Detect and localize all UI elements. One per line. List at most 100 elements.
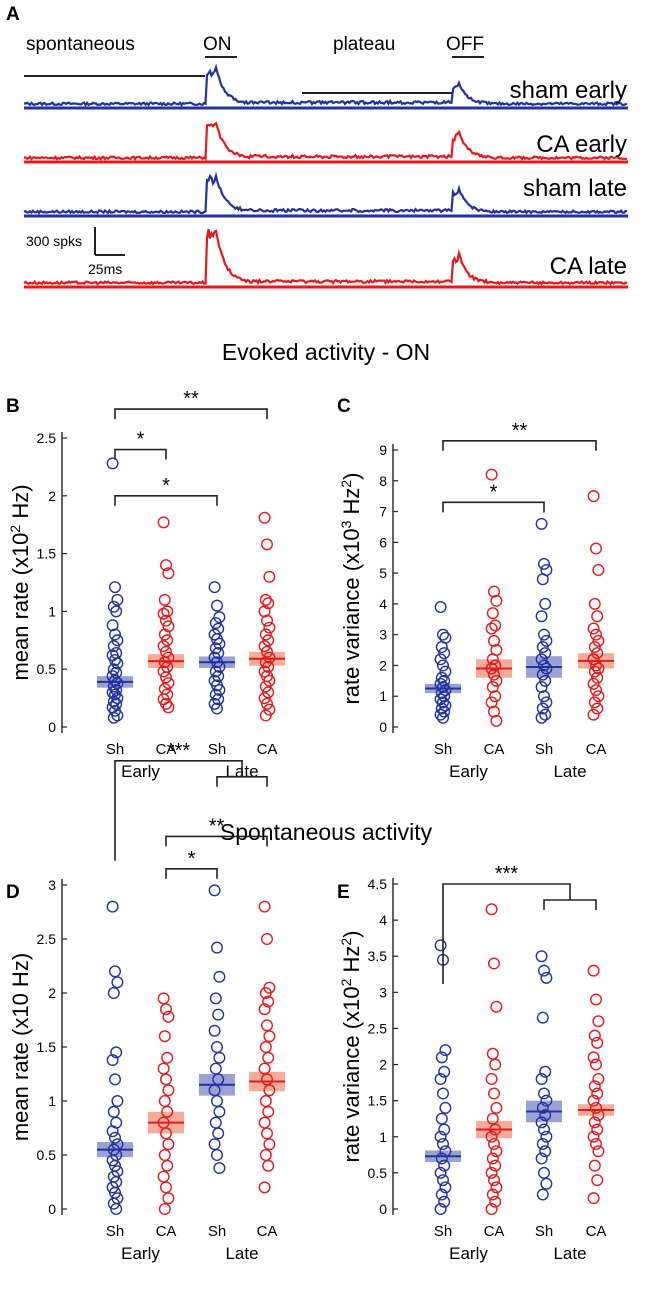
data-point <box>110 605 123 618</box>
panel-d: D 0 0.5 1 1.5 2 2.5 3 mean rate (x10 Hz) Sh CA Sh CA… <box>6 740 285 1263</box>
data-point <box>111 1094 124 1107</box>
sig-label: ** <box>183 388 199 410</box>
data-point <box>258 1116 271 1129</box>
data-point <box>591 671 604 684</box>
y-tick-label: 1 <box>379 688 387 704</box>
data-point <box>587 677 600 690</box>
data-point <box>486 1047 499 1060</box>
data-point <box>592 1072 605 1085</box>
data-point <box>106 1053 119 1066</box>
data-point <box>438 1195 451 1208</box>
data-point <box>437 696 450 709</box>
data-point <box>490 1181 503 1194</box>
data-point <box>592 1015 605 1028</box>
data-point <box>111 677 124 690</box>
section-title-spontaneous: Spontaneous activity <box>220 819 433 845</box>
data-point <box>588 696 601 709</box>
x-group-label: Early <box>121 1244 160 1263</box>
sig-label: * <box>490 481 498 503</box>
y-tick-label: 4.5 <box>368 876 388 892</box>
data-point <box>210 702 223 715</box>
data-point <box>486 653 499 666</box>
sig-label: * <box>162 475 170 497</box>
data-point <box>540 1094 553 1107</box>
trace-label: sham late <box>523 175 627 202</box>
data-point <box>540 1130 553 1143</box>
data-point <box>539 1145 552 1158</box>
data-point <box>489 659 502 672</box>
label-plateau: plateau <box>333 34 395 55</box>
data-point <box>439 1145 452 1158</box>
y-axis-label: mean rate (x102 Hz) <box>7 484 33 680</box>
data-point <box>259 709 272 722</box>
data-point <box>209 1062 222 1075</box>
data-point <box>438 1123 451 1136</box>
data-point <box>209 992 222 1005</box>
data-point <box>261 538 274 551</box>
data-point <box>108 628 121 641</box>
data-point <box>107 987 120 1000</box>
data-point <box>106 900 119 913</box>
data-point <box>540 634 553 647</box>
x-group-label: Late <box>553 1244 586 1263</box>
data-point <box>107 640 120 653</box>
y-tick-label: 6 <box>379 534 387 550</box>
data-point <box>591 702 604 715</box>
data-point <box>539 708 552 721</box>
sig-label: *** <box>167 740 191 762</box>
data-point <box>538 1123 551 1136</box>
data-point <box>107 1105 120 1118</box>
data-point <box>535 517 548 530</box>
data-point <box>210 1040 223 1053</box>
sig-label: * <box>137 429 145 451</box>
data-point <box>540 971 553 984</box>
y-tick-label: 5 <box>379 565 387 581</box>
data-point <box>107 711 120 724</box>
y-tick-label: 2 <box>48 488 56 504</box>
data-point <box>263 1030 276 1043</box>
data-point <box>587 1192 600 1205</box>
x-category-label: Sh <box>208 741 226 758</box>
data-point <box>485 696 498 709</box>
x-category-label: Sh <box>535 1223 553 1240</box>
y-axis-label: mean rate (x10 Hz) <box>8 953 33 1141</box>
data-point <box>590 1137 603 1150</box>
data-point <box>488 1087 501 1100</box>
scale-label-time: 25ms <box>88 261 122 277</box>
sig-bracket <box>442 883 571 984</box>
sig-bracket <box>442 439 597 451</box>
data-point <box>263 1138 276 1151</box>
data-point <box>485 468 498 481</box>
sig-label: * <box>188 848 196 870</box>
data-point <box>538 964 551 977</box>
data-point <box>258 900 271 913</box>
data-point <box>539 1109 552 1122</box>
data-point <box>485 1072 498 1085</box>
data-point <box>111 657 124 670</box>
data-point <box>535 680 548 693</box>
x-category-label: CA <box>484 741 505 758</box>
trace-ca-late <box>23 229 628 286</box>
panel-b: B 0 0.5 1 1.5 2 2.5 mean rate (x102 Hz) Sh CA Sh CA… <box>6 388 285 781</box>
y-tick-label: 1.5 <box>37 1039 57 1055</box>
data-point <box>486 1188 499 1201</box>
data-point <box>536 573 549 586</box>
data-point <box>591 1123 604 1136</box>
x-group-label: Early <box>449 762 488 781</box>
data-point <box>159 559 172 572</box>
data-point <box>490 674 503 687</box>
panel-e: E 0 0.5 1 1.5 2 2.5 3 3.5 4 4.5 rate variance (x102… <box>337 863 614 1263</box>
y-tick-label: 1 <box>48 1093 56 1109</box>
data-point <box>439 1044 452 1057</box>
trace-ca-early <box>23 121 628 162</box>
data-point <box>435 1051 448 1064</box>
data-point <box>587 964 600 977</box>
trace-label: CA late <box>550 253 627 280</box>
data-point <box>538 628 551 641</box>
data-point <box>587 1130 600 1143</box>
data-point <box>535 1072 548 1085</box>
data-point <box>489 1195 502 1208</box>
panel-c: C 0 1 2 3 4 5 6 7 8 9 rate variance (x103 Hz2) Sh CA S… <box>337 396 614 781</box>
data-point <box>488 1137 501 1150</box>
data-point <box>208 1024 221 1037</box>
